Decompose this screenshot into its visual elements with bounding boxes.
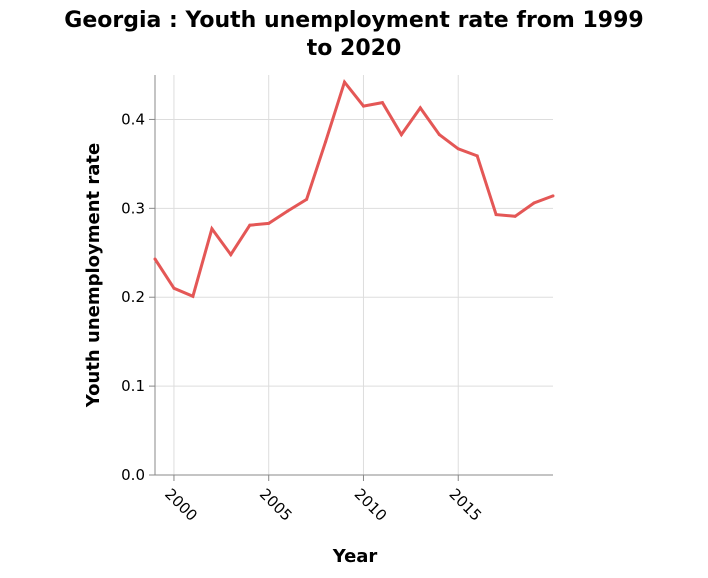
series-line bbox=[153, 78, 554, 299]
x-tick-label: 2010 bbox=[351, 485, 391, 525]
data-point bbox=[513, 214, 517, 218]
data-point bbox=[153, 257, 157, 261]
data-point bbox=[494, 213, 498, 217]
x-tick-label: 2005 bbox=[256, 485, 296, 525]
series-layer bbox=[153, 78, 555, 299]
data-point bbox=[551, 194, 555, 198]
data-point bbox=[248, 223, 252, 227]
x-tick-label: 2000 bbox=[161, 485, 201, 525]
y-tick-label: 0.2 bbox=[121, 288, 145, 306]
data-point bbox=[380, 101, 384, 105]
data-point bbox=[191, 294, 195, 298]
data-point bbox=[210, 227, 214, 231]
y-tick-label: 0.1 bbox=[121, 377, 145, 395]
data-point bbox=[456, 147, 460, 151]
ticks: 0.0 0.1 0.2 0.3 0.4 2000 2005 2010 2015 bbox=[121, 110, 485, 524]
y-tick-label: 0.3 bbox=[121, 199, 145, 217]
chart-title-line1: Georgia : Youth unemployment rate from 1… bbox=[64, 8, 643, 33]
data-point bbox=[286, 209, 290, 213]
chart-title-line2: to 2020 bbox=[307, 36, 402, 61]
data-point bbox=[267, 221, 271, 225]
data-point bbox=[305, 197, 309, 201]
y-tick-label: 0.0 bbox=[121, 466, 145, 484]
data-point bbox=[343, 80, 346, 84]
x-axis-label: Year bbox=[332, 546, 378, 567]
y-tick-label: 0.4 bbox=[121, 110, 145, 128]
data-point bbox=[532, 201, 536, 205]
data-point bbox=[229, 253, 233, 257]
data-point bbox=[418, 106, 422, 110]
data-point bbox=[172, 286, 176, 290]
x-tick-label: 2015 bbox=[445, 485, 485, 525]
data-point bbox=[324, 140, 328, 144]
data-point bbox=[437, 133, 441, 137]
data-point bbox=[362, 104, 365, 108]
grid bbox=[155, 75, 553, 475]
data-point bbox=[399, 133, 403, 137]
axes bbox=[154, 75, 553, 476]
y-axis-label: Youth unemployment rate bbox=[83, 143, 104, 408]
data-point bbox=[475, 154, 479, 158]
